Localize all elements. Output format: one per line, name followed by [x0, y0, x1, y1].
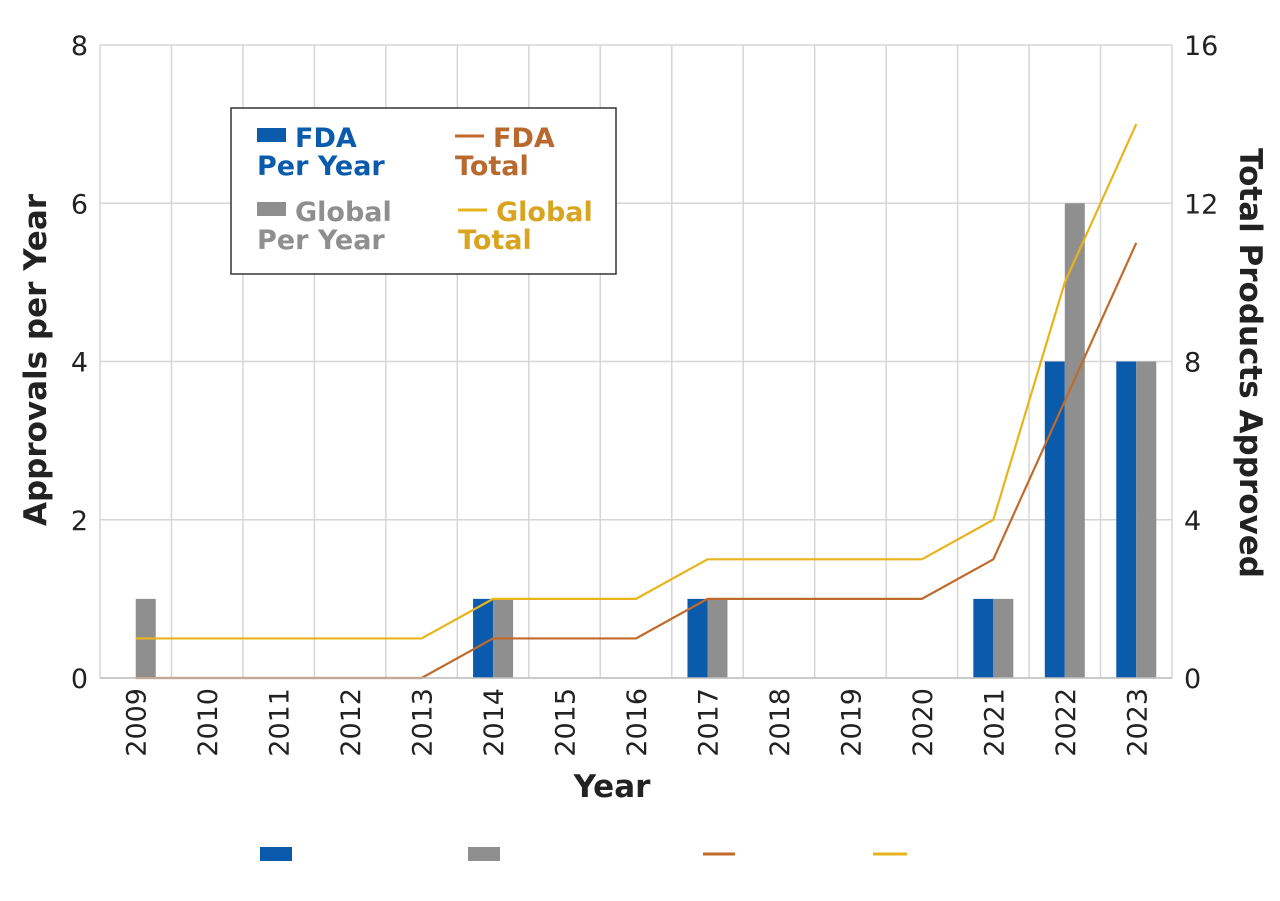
y-tick-label: 4: [71, 348, 88, 379]
x-tick-label: 2023: [1122, 688, 1153, 757]
y2-tick-label: 0: [1184, 664, 1201, 695]
bar-fda-per-year-2014: [473, 598, 494, 678]
bar-fda-per-year-2023: [1116, 361, 1137, 678]
y-tick-label: 8: [71, 31, 88, 62]
legend-label-fda-per-year-line2: Per Year: [257, 151, 385, 182]
x-tick-label: 2010: [193, 688, 224, 757]
x-tick-label: 2013: [408, 688, 439, 757]
legend-label-fda-total-line2: Total: [455, 151, 529, 182]
legend-label-fda-total: FDA: [493, 123, 555, 154]
bar-global-per-year-2022: [1064, 203, 1085, 678]
x-tick-label: 2015: [551, 688, 582, 757]
x-tick-label: 2009: [122, 688, 153, 757]
y2-tick-label: 4: [1184, 506, 1201, 537]
y-tick-label: 0: [71, 664, 88, 695]
y-tick-label: 6: [71, 189, 88, 220]
tick-labels: 0 2 4 6 8 0 4 8 12 16 2009 2010 2011 2012 2013 2014 2015…: [71, 31, 1219, 757]
x-tick-label: 2012: [336, 688, 367, 757]
x-tick-label: 2016: [622, 688, 653, 757]
bar-fda-per-year-2022: [1044, 361, 1065, 678]
legend-label-global-per-year: Global: [295, 197, 392, 228]
x-tick-label: 2018: [765, 688, 796, 757]
y2-tick-label: 12: [1184, 189, 1218, 220]
legend-label-fda-per-year: FDA: [295, 123, 357, 154]
x-tick-label: 2022: [1051, 688, 1082, 757]
x-axis-title: Year: [573, 769, 652, 805]
bottom-legend-fda-per-year-swatch: [260, 847, 292, 861]
bar-global-per-year-2023: [1136, 361, 1157, 678]
line-global-total: [135, 123, 1138, 640]
y2-tick-label: 8: [1184, 348, 1201, 379]
y-axis-title: Approvals per Year: [18, 193, 54, 526]
legend-label-global-total-line2: Total: [458, 225, 532, 256]
legend-label-global-per-year-line2: Per Year: [257, 225, 385, 256]
x-tick-label: 2020: [908, 688, 939, 757]
y2-tick-label: 16: [1184, 31, 1218, 62]
x-tick-label: 2017: [693, 688, 724, 757]
y2-axis-title: Total Products Approved: [1232, 148, 1268, 578]
x-tick-label: 2014: [479, 688, 510, 757]
legend-swatch-global-per-year: [257, 202, 286, 216]
x-tick-label: 2011: [265, 688, 296, 757]
bar-global-per-year-2017: [707, 598, 728, 678]
bar-fda-per-year-2017: [687, 598, 708, 678]
legend-label-global-total: Global: [496, 197, 593, 228]
bar-fda-per-year-2021: [973, 598, 994, 678]
bottom-legend: [260, 847, 907, 861]
legend-box: [230, 107, 617, 275]
bar-global-per-year-2021: [993, 598, 1014, 678]
x-tick-label: 2019: [836, 688, 867, 757]
y-tick-label: 2: [71, 506, 88, 537]
bottom-legend-global-per-year-swatch: [468, 847, 500, 861]
legend-swatch-fda-per-year: [257, 128, 286, 142]
x-tick-label: 2021: [979, 688, 1010, 757]
